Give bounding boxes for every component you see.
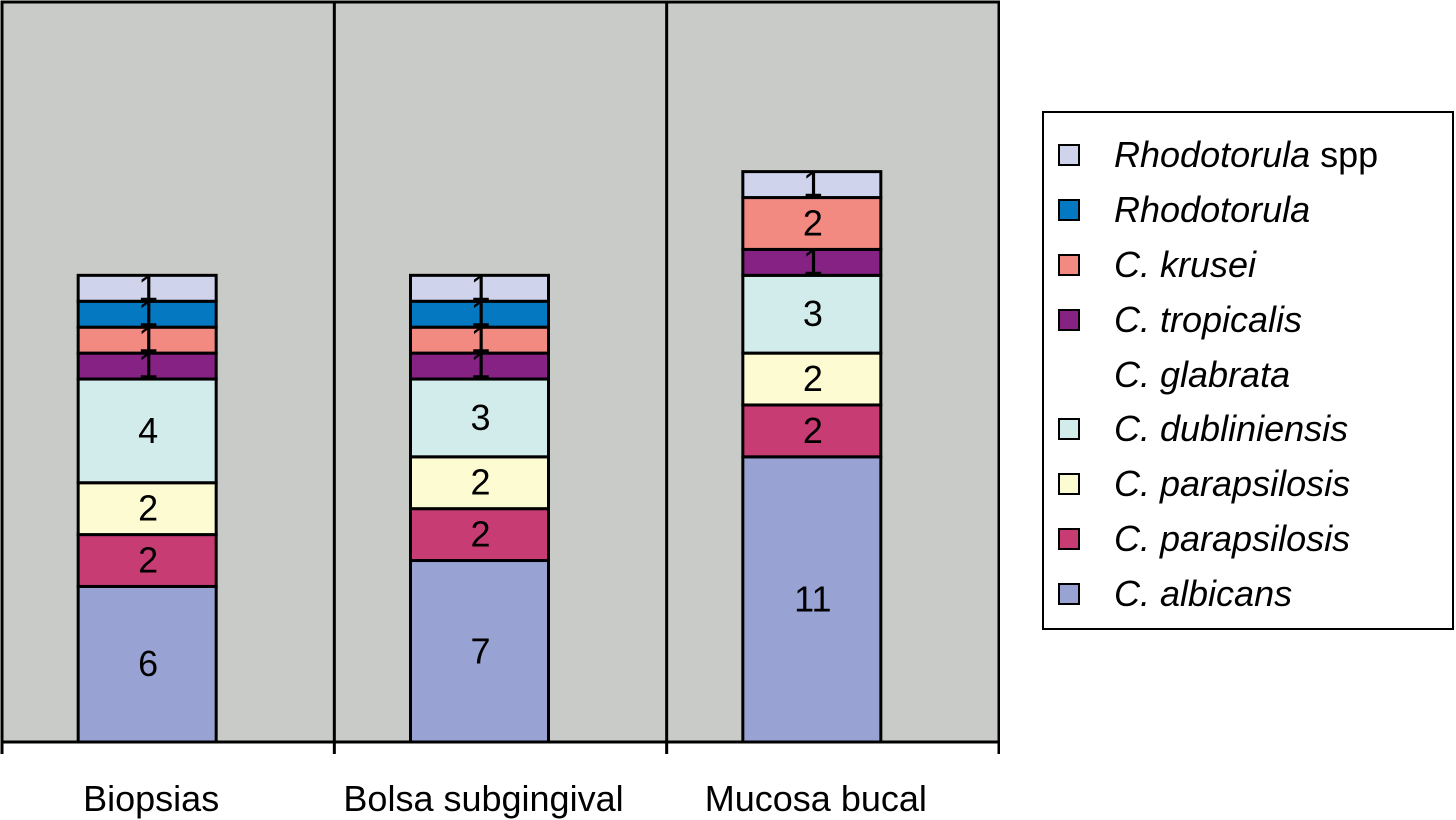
legend-label: C. parapsilosis (1114, 463, 1351, 504)
legend-item: Rhodotorula (1058, 189, 1311, 230)
bar-segment (76, 351, 218, 381)
data-label: 1 (470, 267, 490, 308)
x-tick-label: Mucosa bucal (705, 778, 927, 819)
legend-item: C. parapsilosis (1058, 518, 1351, 559)
bar-segment (76, 273, 218, 303)
bar-segment (409, 559, 550, 744)
data-label: 1 (138, 293, 158, 334)
legend-label: C. parapsilosis (1114, 518, 1351, 559)
legend-label: C. tropicalis (1114, 299, 1303, 340)
legend-label: C. albicans (1114, 573, 1293, 614)
data-label: 1 (470, 293, 490, 334)
data-label: 11 (794, 578, 831, 619)
legend: Rhodotorula spp Rhodotorula C. krusei C. tr… (1042, 111, 1454, 630)
bar-segment (76, 325, 218, 355)
bar-segment (76, 377, 218, 485)
data-label: 1 (138, 267, 158, 308)
data-label: 2 (803, 358, 823, 399)
legend-item: C. krusei (1058, 244, 1257, 285)
data-label: 1 (803, 164, 823, 205)
legend-swatch (1058, 418, 1080, 440)
data-label: 2 (138, 540, 158, 581)
bar-segment (409, 299, 550, 329)
legend-swatch (1058, 583, 1080, 605)
legend-label: C. dubliniensis (1114, 408, 1349, 449)
data-label: 1 (803, 241, 823, 282)
bar-segment (741, 455, 883, 744)
data-label: 2 (470, 462, 490, 503)
legend-item: Rhodotorula spp (1058, 134, 1379, 175)
legend-swatch (1058, 309, 1080, 331)
bar-segment (76, 533, 218, 588)
legend-item: C. albicans (1058, 573, 1293, 614)
legend-item: C. parapsilosis (1058, 463, 1351, 504)
data-label: 3 (803, 293, 823, 334)
data-label: 1 (470, 345, 490, 386)
x-axis: Biopsias Bolsa subgingival Mucosa bucal (0, 742, 1000, 819)
legend-label: C. krusei (1114, 244, 1257, 285)
legend-swatch (1058, 199, 1080, 221)
data-label: 6 (138, 643, 158, 684)
bar-segment (76, 299, 218, 329)
bar-segment (409, 351, 550, 381)
bar-segment (76, 481, 218, 537)
data-label: 4 (138, 410, 158, 451)
data-label: 1 (470, 319, 490, 360)
data-label: 2 (138, 488, 158, 529)
legend-item: C. tropicalis (1058, 299, 1303, 340)
bar-segment (741, 170, 883, 200)
legend-swatch (1058, 144, 1080, 166)
legend-item: C. dubliniensis (1058, 408, 1349, 449)
bar-segment (741, 273, 883, 355)
legend-label: C. glabrata (1114, 354, 1291, 395)
data-label: 1 (138, 345, 158, 386)
bar-segment (409, 377, 550, 459)
x-tick-label: Biopsias (83, 778, 219, 819)
legend-swatch (1058, 528, 1080, 550)
data-label: 2 (470, 514, 490, 555)
legend-label: Rhodotorula (1114, 189, 1311, 230)
data-label: 3 (470, 397, 490, 438)
data-label: 2 (803, 410, 823, 451)
legend-swatch (1058, 473, 1080, 495)
data-label: 1 (138, 319, 158, 360)
legend-swatch (1058, 254, 1080, 276)
x-tick-label: Bolsa subgingival (343, 778, 623, 819)
data-label: 2 (803, 202, 823, 243)
legend-item: C. glabrata (1058, 354, 1291, 395)
data-label: 7 (470, 630, 490, 671)
legend-label: Rhodotorula spp (1114, 134, 1379, 175)
bar-segment (409, 273, 550, 303)
